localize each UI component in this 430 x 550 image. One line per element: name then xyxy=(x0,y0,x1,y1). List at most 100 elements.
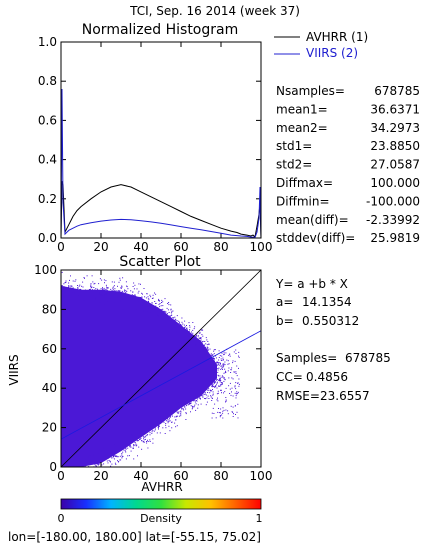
scatter-point xyxy=(130,296,132,297)
scatter-point xyxy=(199,337,201,339)
scatter-point xyxy=(190,403,192,404)
scatter-point xyxy=(110,465,112,467)
scatter-point xyxy=(137,455,138,457)
scatter-point xyxy=(127,447,129,449)
scatter-point xyxy=(201,334,203,336)
scatter-point xyxy=(101,459,103,460)
scatter-point xyxy=(70,275,71,277)
scatter-y-tick-label: 80 xyxy=(42,302,57,316)
scatter-x-tick-label: 20 xyxy=(93,469,108,483)
scatter-point xyxy=(215,386,217,387)
scatter-point xyxy=(133,288,135,290)
stat-label: mean(diff)= xyxy=(276,213,349,227)
scatter-point xyxy=(208,349,209,351)
scatter-point xyxy=(143,437,144,439)
scatter-point xyxy=(236,375,238,377)
scatter-point xyxy=(162,301,164,303)
scatter-point xyxy=(232,362,234,364)
scatter-point xyxy=(169,416,171,418)
scatter-point xyxy=(165,412,166,414)
scatter-point xyxy=(219,355,221,357)
scatter-point xyxy=(163,311,165,313)
scatter-point xyxy=(121,290,123,292)
scatter-point xyxy=(111,281,113,283)
scatter-point xyxy=(141,292,143,294)
scatter-point xyxy=(130,450,132,452)
scatter-point xyxy=(158,425,159,427)
scatter-point xyxy=(149,439,151,441)
scatter-point xyxy=(119,300,121,302)
rmse-label: RMSE= xyxy=(276,389,320,403)
scatter-point xyxy=(161,299,163,301)
scatter-point xyxy=(109,460,111,462)
scatter-point xyxy=(103,287,105,289)
scatter-point xyxy=(223,363,225,365)
scatter-point xyxy=(102,288,104,290)
scatter-point xyxy=(127,297,129,299)
scatter-point xyxy=(146,434,148,436)
scatter-point xyxy=(105,293,107,295)
scatter-point xyxy=(211,383,213,385)
scatter-point xyxy=(238,385,240,387)
scatter-point xyxy=(170,413,172,415)
scatter-point xyxy=(224,368,226,370)
scatter-point xyxy=(156,432,158,434)
histogram-y-tick-label: 0.2 xyxy=(38,192,57,206)
scatter-point xyxy=(200,337,202,338)
scatter-point xyxy=(224,361,226,363)
scatter-point xyxy=(93,295,95,297)
histogram-series-viirs xyxy=(61,88,261,238)
scatter-x-tick-label: 40 xyxy=(133,469,148,483)
scatter-point xyxy=(156,310,158,312)
scatter-point xyxy=(100,294,102,296)
scatter-point xyxy=(90,283,92,285)
scatter-point xyxy=(203,391,205,393)
scatter-point xyxy=(162,310,164,312)
scatter-point xyxy=(178,415,180,417)
scatter-point xyxy=(103,289,105,291)
scatter-point xyxy=(141,448,143,450)
scatter-point xyxy=(113,448,115,450)
scatter-point xyxy=(152,442,154,444)
scatter-point xyxy=(146,441,147,442)
scatter-point xyxy=(177,412,179,413)
scatter-point xyxy=(228,354,230,356)
scatter-point xyxy=(165,420,167,422)
scatter-point xyxy=(194,326,196,328)
scatter-point xyxy=(84,479,85,480)
scatter-point xyxy=(189,325,191,327)
scatter-point xyxy=(196,400,198,402)
scatter-point xyxy=(77,285,78,286)
scatter-point xyxy=(202,396,204,398)
scatter-point xyxy=(119,455,121,457)
scatter-point xyxy=(206,347,208,349)
scatter-point xyxy=(174,422,176,424)
scatter-point xyxy=(201,395,203,397)
scatter-point xyxy=(175,419,177,421)
scatter-point xyxy=(235,397,237,399)
scatter-point xyxy=(171,314,173,316)
scatter-point xyxy=(195,344,197,346)
scatter-point xyxy=(148,300,149,302)
scatter-point xyxy=(99,301,101,303)
scatter-point xyxy=(216,362,218,364)
scatter-point xyxy=(82,464,84,466)
scatter-point xyxy=(147,301,149,303)
scatter-point xyxy=(204,341,206,342)
scatter-point xyxy=(132,291,134,293)
scatter-point xyxy=(188,330,190,332)
scatter-point xyxy=(152,438,154,440)
scatter-point xyxy=(105,284,107,286)
scatter-point xyxy=(234,360,236,362)
scatter-point xyxy=(162,313,164,315)
scatter-point xyxy=(217,371,219,373)
scatter-point xyxy=(158,425,160,427)
scatter-point xyxy=(122,455,124,457)
scatter-point xyxy=(121,286,123,288)
scatter-point xyxy=(119,459,121,461)
scatter-point xyxy=(77,288,79,289)
scatter-point xyxy=(167,418,169,420)
scatter-point xyxy=(142,436,144,438)
scatter-point xyxy=(181,326,183,328)
scatter-point xyxy=(232,378,234,380)
